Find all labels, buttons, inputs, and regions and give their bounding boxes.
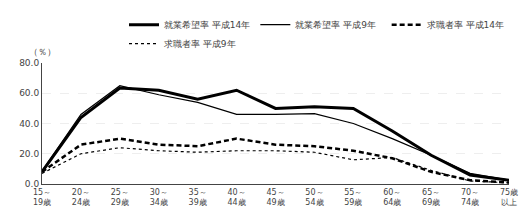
svg-text:70～74歳: 70～74歳 bbox=[461, 188, 479, 207]
svg-text:60.0: 60.0 bbox=[19, 88, 39, 98]
svg-text:55～59歳: 55～59歳 bbox=[344, 188, 362, 207]
svg-text:80.0: 80.0 bbox=[19, 58, 39, 68]
svg-text:20.0: 20.0 bbox=[19, 149, 39, 159]
svg-text:65～69歳: 65～69歳 bbox=[422, 188, 440, 207]
svg-text:（％）: （％） bbox=[29, 47, 56, 57]
svg-text:0.0: 0.0 bbox=[25, 179, 40, 189]
svg-text:40～44歳: 40～44歳 bbox=[227, 188, 245, 207]
svg-text:20～24歳: 20～24歳 bbox=[72, 188, 90, 207]
svg-text:30～34歳: 30～34歳 bbox=[150, 188, 168, 207]
svg-text:35～39歳: 35～39歳 bbox=[189, 188, 207, 207]
svg-text:求職者率 平成14年: 求職者率 平成14年 bbox=[427, 20, 504, 30]
svg-text:60～64歳: 60～64歳 bbox=[383, 188, 401, 207]
svg-text:求職者率 平成9年: 求職者率 平成9年 bbox=[164, 39, 236, 49]
svg-text:75歳以上: 75歳以上 bbox=[500, 188, 518, 207]
svg-text:25～29歳: 25～29歳 bbox=[111, 188, 129, 207]
svg-text:45～49歳: 45～49歳 bbox=[266, 188, 284, 207]
svg-text:就業希望率 平成9年: 就業希望率 平成9年 bbox=[295, 20, 376, 30]
svg-text:15～19歳: 15～19歳 bbox=[33, 188, 51, 207]
svg-text:就業希望率 平成14年: 就業希望率 平成14年 bbox=[164, 20, 250, 30]
svg-text:50～54歳: 50～54歳 bbox=[305, 188, 323, 207]
svg-text:40.0: 40.0 bbox=[19, 119, 39, 129]
